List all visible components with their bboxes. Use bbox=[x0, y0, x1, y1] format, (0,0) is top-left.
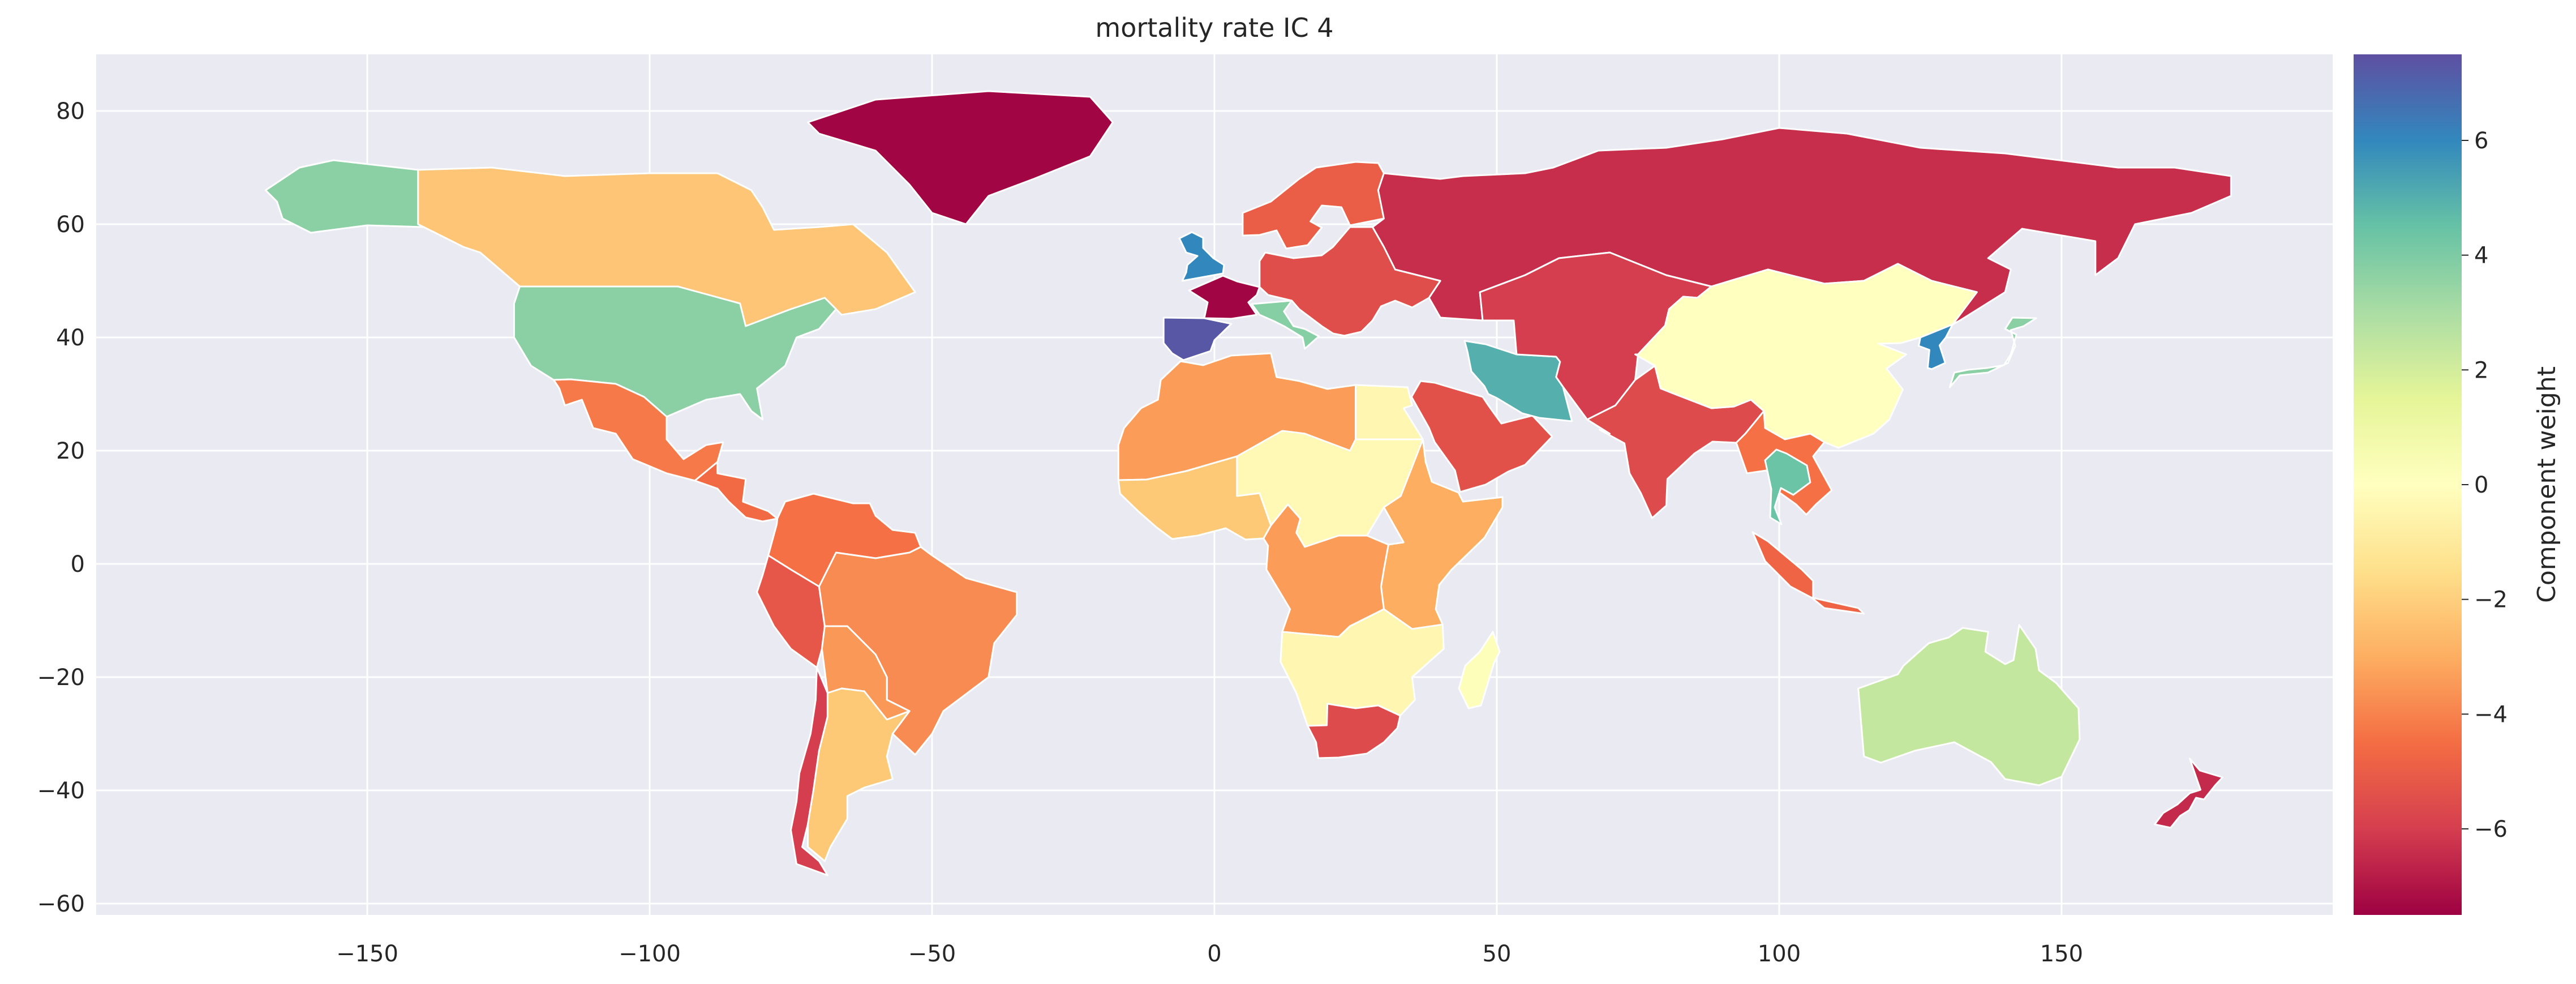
region-south-africa bbox=[1307, 703, 1401, 759]
region-japan bbox=[1948, 316, 2037, 388]
y-tick-label: −20 bbox=[37, 665, 85, 691]
chart-title: mortality rate IC 4 bbox=[1095, 12, 1333, 43]
region-new-zealand bbox=[2154, 758, 2223, 829]
region-usa bbox=[513, 285, 837, 421]
region-east-africa bbox=[1380, 438, 1504, 630]
colorbar-tick-label: 6 bbox=[2474, 128, 2488, 154]
colorbar-tick-label: −6 bbox=[2474, 816, 2508, 842]
colorbar bbox=[2354, 54, 2462, 915]
region-scandinavia bbox=[1242, 161, 1385, 250]
y-tick-label: −60 bbox=[37, 891, 85, 917]
y-tick-label: 80 bbox=[56, 99, 85, 125]
x-tick-label: −100 bbox=[619, 941, 681, 967]
region-west-africa bbox=[1117, 455, 1272, 541]
y-axis-ticks: −60 −40 −20 0 20 40 60 80 bbox=[37, 99, 85, 917]
x-tick-label: −150 bbox=[336, 941, 398, 967]
x-tick-label: 100 bbox=[1758, 941, 1801, 967]
region-arabia bbox=[1410, 380, 1553, 493]
region-korea bbox=[1918, 323, 1954, 370]
colorbar-tick-label: 4 bbox=[2474, 243, 2488, 269]
region-indonesia bbox=[1751, 531, 1865, 615]
region-central-america bbox=[694, 461, 779, 523]
y-tick-label: 40 bbox=[56, 325, 85, 351]
y-tick-label: 20 bbox=[56, 438, 85, 464]
x-tick-label: 150 bbox=[2040, 941, 2083, 967]
y-tick-label: 60 bbox=[56, 212, 85, 238]
colorbar-tick-label: 2 bbox=[2474, 357, 2488, 383]
colorbar-ticks: −6 −4 −2 0 2 4 6 bbox=[2462, 128, 2508, 842]
colorbar-label: Component weight bbox=[2532, 366, 2561, 603]
region-italy bbox=[1251, 300, 1320, 350]
x-tick-label: −50 bbox=[908, 941, 956, 967]
colorbar-tick-label: −4 bbox=[2474, 701, 2508, 728]
region-southern-africa bbox=[1280, 608, 1445, 727]
region-china bbox=[1634, 263, 1978, 449]
region-australia bbox=[1857, 624, 2081, 786]
x-tick-label: 50 bbox=[1483, 941, 1512, 967]
y-tick-label: −40 bbox=[37, 778, 85, 804]
colorbar-tick-label: 0 bbox=[2474, 472, 2488, 498]
region-uk bbox=[1178, 231, 1225, 282]
region-thailand bbox=[1764, 448, 1811, 525]
region-madagascar bbox=[1458, 631, 1501, 709]
region-france bbox=[1188, 275, 1261, 320]
region-argentina bbox=[807, 687, 911, 862]
country-regions bbox=[264, 90, 2232, 876]
region-eastern-europe bbox=[1259, 226, 1441, 337]
x-axis-ticks: −150 −100 −50 0 50 100 150 bbox=[336, 941, 2083, 967]
region-spain bbox=[1162, 316, 1233, 361]
y-tick-label: 0 bbox=[71, 551, 85, 577]
colorbar-tick-label: −2 bbox=[2474, 587, 2508, 613]
region-greenland bbox=[807, 90, 1114, 225]
x-tick-label: 0 bbox=[1207, 941, 1221, 967]
region-central-africa bbox=[1263, 503, 1389, 638]
